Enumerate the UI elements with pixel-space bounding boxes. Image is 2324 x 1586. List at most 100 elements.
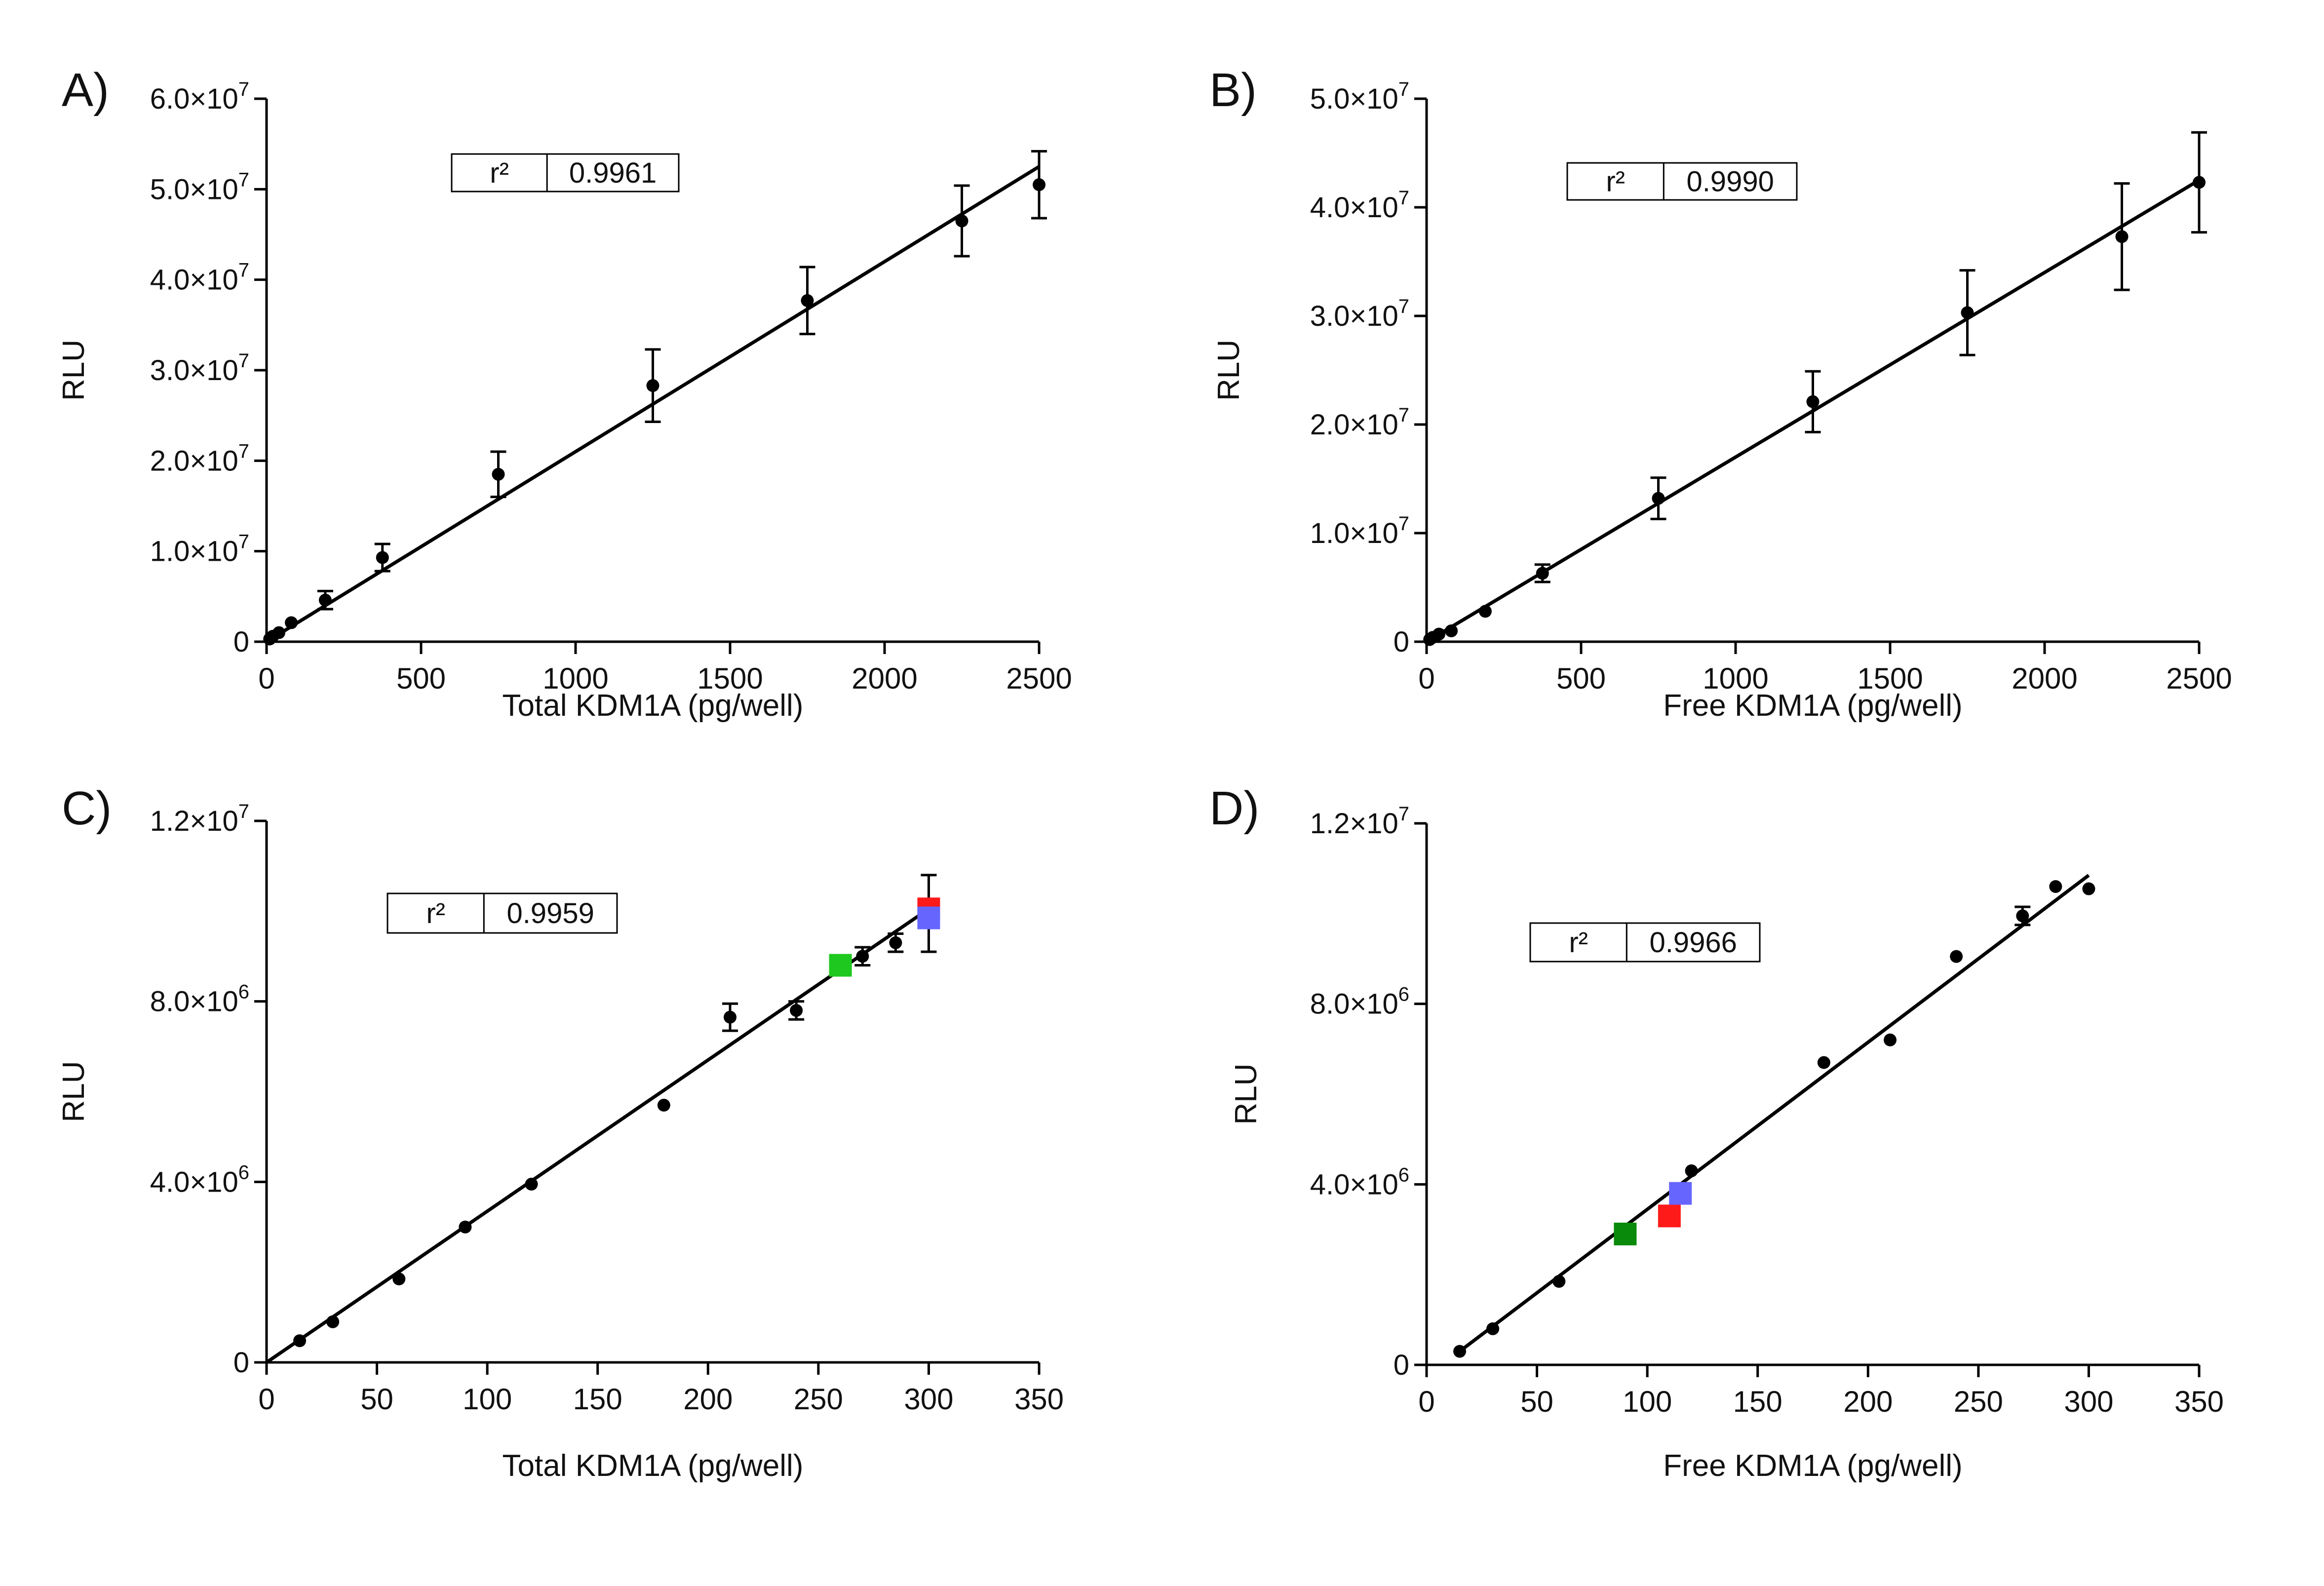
data-point — [285, 616, 298, 629]
y-tick-label: 8.0×106 — [1310, 984, 1409, 1020]
data-point — [1552, 1275, 1566, 1288]
data-point — [790, 1004, 803, 1017]
data-point — [1652, 492, 1665, 505]
y-tick-label: 0 — [1394, 1349, 1409, 1381]
data-point — [1536, 567, 1549, 580]
data-point — [459, 1220, 472, 1234]
y-axis-title: RLU — [1212, 340, 1246, 401]
legend-box — [451, 153, 680, 193]
data-point — [724, 1010, 736, 1024]
fit-line — [1458, 874, 2090, 1353]
data-point — [1961, 306, 1974, 319]
x-tick-label: 1000 — [542, 662, 608, 695]
x-tick-label: 0 — [258, 662, 274, 695]
data-point — [318, 593, 332, 607]
y-tick-label: 0 — [1394, 626, 1409, 658]
data-point — [2115, 230, 2129, 243]
fit-line — [266, 907, 930, 1364]
x-axis-title: Total KDM1A (pg/well) — [503, 1449, 804, 1483]
x-tick-label: 150 — [1733, 1385, 1782, 1418]
chart-panel-2: B) 0 500 1000 1500 2000 2500 0 1.0×107 2.0×107 3.0… — [1209, 64, 2232, 723]
x-tick-label: 0 — [258, 1383, 274, 1416]
x-tick-label: 100 — [463, 1383, 512, 1416]
data-point — [889, 936, 902, 949]
data-point — [1445, 624, 1458, 637]
data-point — [2193, 176, 2206, 189]
data-point — [293, 1334, 307, 1348]
legend-label: r² — [426, 897, 445, 929]
data-point — [1806, 395, 1820, 408]
x-tick-label: 2500 — [1006, 662, 1072, 695]
y-tick-label: 0 — [233, 1347, 249, 1379]
x-tick-label: 250 — [794, 1383, 843, 1416]
y-tick-label: 4.0×106 — [150, 1161, 249, 1198]
x-tick-label: 150 — [573, 1383, 622, 1416]
legend-box — [387, 892, 618, 934]
data-point — [1478, 605, 1492, 618]
sample-marker — [829, 954, 852, 977]
x-tick-label: 50 — [1520, 1385, 1553, 1418]
x-tick-label: 500 — [396, 662, 446, 695]
x-tick-label: 1500 — [697, 662, 763, 695]
y-axis-title: RLU — [57, 1061, 91, 1122]
data-point — [1817, 1056, 1830, 1069]
panel-label: C) — [62, 782, 112, 835]
y-tick-label: 3.0×107 — [1310, 296, 1409, 332]
x-tick-label: 1000 — [1703, 662, 1768, 695]
data-point — [1685, 1164, 1698, 1177]
data-point — [856, 950, 869, 963]
x-tick-label: 300 — [2064, 1385, 2113, 1418]
data-point — [492, 467, 505, 481]
legend-label: r² — [1606, 166, 1625, 198]
x-tick-label: 350 — [2174, 1385, 2224, 1418]
sample-marker — [1669, 1182, 1692, 1205]
x-tick-label: 1500 — [1857, 662, 1923, 695]
chart-panel-1: A) 0 500 1000 1500 2000 2500 0 1.0×107 2.0×107 3.0… — [57, 64, 1072, 723]
y-tick-label: 2.0×107 — [150, 440, 249, 477]
y-tick-label: 5.0×107 — [1310, 78, 1409, 115]
data-point — [2082, 882, 2095, 895]
x-tick-label: 2000 — [852, 662, 917, 695]
panel-label: B) — [1209, 64, 1257, 116]
data-point — [646, 379, 659, 392]
data-point — [657, 1098, 670, 1112]
x-tick-label: 200 — [683, 1383, 733, 1416]
legend-value: 0.9959 — [506, 897, 594, 929]
data-point — [392, 1272, 406, 1285]
legend-label: r² — [490, 157, 509, 189]
y-tick-label: 4.0×107 — [150, 260, 249, 296]
data-point — [2016, 909, 2029, 923]
sample-marker — [1658, 1204, 1681, 1228]
data-point — [1950, 950, 1963, 963]
sample-marker — [917, 906, 940, 929]
x-axis-title: Free KDM1A (pg/well) — [1663, 689, 1962, 723]
data-point — [272, 626, 286, 639]
legend-value: 0.9966 — [1649, 927, 1737, 959]
y-tick-label: 3.0×107 — [150, 350, 249, 387]
data-point — [1433, 627, 1446, 641]
data-point — [955, 214, 968, 228]
y-tick-label: 1.0×107 — [1310, 513, 1409, 549]
legend-value: 0.9961 — [569, 157, 657, 189]
y-tick-label: 5.0×107 — [150, 169, 249, 205]
y-tick-label: 8.0×106 — [150, 981, 249, 1018]
x-tick-label: 2500 — [2166, 662, 2232, 695]
x-tick-label: 350 — [1014, 1383, 1064, 1416]
data-point — [801, 294, 814, 307]
panel-label: D) — [1209, 782, 1259, 835]
data-point — [376, 551, 389, 564]
panel-label: A) — [62, 64, 109, 116]
y-tick-label: 1.2×107 — [1310, 803, 1409, 840]
x-axis-title: Total KDM1A (pg/well) — [503, 689, 804, 723]
data-point — [1884, 1033, 1897, 1046]
y-tick-label: 4.0×107 — [1310, 187, 1409, 224]
data-point — [1453, 1345, 1467, 1358]
chart-panel-3: C) 0 50 100 150 200 250 300 350 0 4.0×106 8.0×106 1.… — [57, 782, 1064, 1483]
legend-box — [1566, 162, 1798, 201]
x-axis-title: Free KDM1A (pg/well) — [1663, 1449, 1962, 1483]
x-tick-label: 200 — [1843, 1385, 1893, 1418]
data-point — [2049, 880, 2062, 893]
chart-panel-4: D) 0 50 100 150 200 250 300 350 0 4.0×106 8.0×106 1.… — [1209, 782, 2224, 1483]
